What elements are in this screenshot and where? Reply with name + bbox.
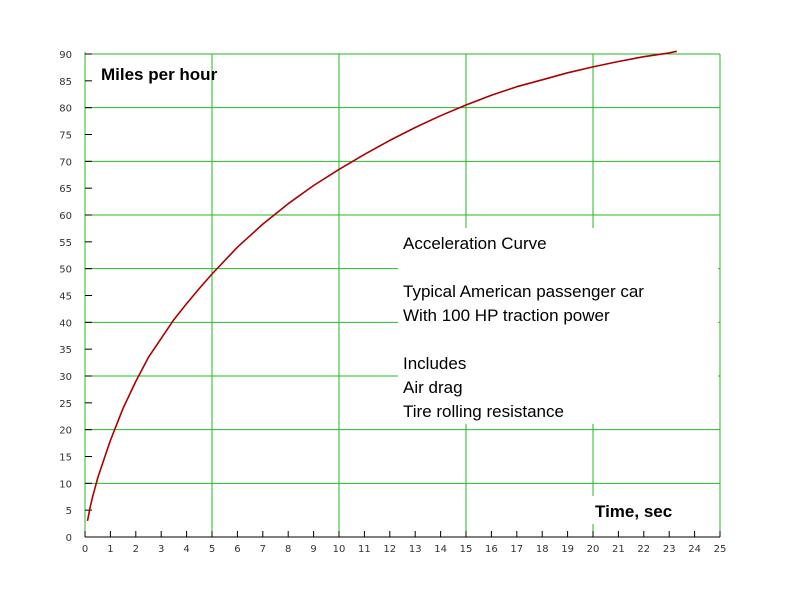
y-tick-label: 60: [59, 211, 72, 222]
y-tick-label: 15: [59, 453, 72, 464]
y-tick-label: 40: [59, 318, 72, 329]
x-tick-label: 8: [285, 544, 291, 555]
x-tick-label: 5: [209, 544, 215, 555]
y-tick-label: 55: [59, 238, 72, 249]
x-tick-label: 25: [714, 544, 727, 555]
annotation-line: With 100 HP traction power: [403, 306, 610, 325]
annotation-line: Acceleration Curve: [403, 234, 547, 253]
x-tick-label: 12: [383, 544, 396, 555]
x-tick-label: 19: [561, 544, 574, 555]
acceleration-curve: [86, 50, 677, 522]
x-tick-label: 0: [82, 544, 88, 555]
annotation-line: Tire rolling resistance: [403, 402, 564, 421]
x-tick-label: 11: [358, 544, 371, 555]
y-tick-label: 65: [59, 184, 72, 195]
x-tick-label: 20: [587, 544, 600, 555]
y-tick-label: 85: [59, 77, 72, 88]
y-tick-label: 30: [59, 372, 72, 383]
x-tick-label: 4: [183, 544, 189, 555]
x-axis-label: Time, sec: [595, 502, 672, 521]
x-tick-label: 24: [688, 544, 701, 555]
x-tick-label: 3: [158, 544, 164, 555]
x-tick-label: 22: [637, 544, 650, 555]
annotation-line: Includes: [403, 354, 466, 373]
x-tick-label: 15: [460, 544, 473, 555]
x-tick-label: 21: [612, 544, 625, 555]
x-tick-label: 18: [536, 544, 549, 555]
x-tick-label: 13: [409, 544, 422, 555]
y-tick-label: 80: [59, 104, 72, 115]
y-tick-label: 0: [66, 533, 72, 544]
annotation-line: Air drag: [403, 378, 463, 397]
annotation-line: Typical American passenger car: [403, 282, 644, 301]
x-label-background: [590, 496, 694, 524]
x-tick-label: 14: [434, 544, 447, 555]
y-tick-label: 35: [59, 345, 72, 356]
y-tick-label: 20: [59, 426, 72, 437]
x-tick-label: 10: [333, 544, 346, 555]
y-tick-label: 90: [59, 50, 72, 61]
annotation-box: [398, 228, 718, 424]
x-tick-label: 2: [133, 544, 139, 555]
y-tick-label: 70: [59, 157, 72, 168]
x-tick-label: 17: [510, 544, 523, 555]
x-tick-label: 7: [260, 544, 266, 555]
x-tick-label: 1: [107, 544, 113, 555]
x-tick-label: 9: [310, 544, 316, 555]
y-tick-label: 45: [59, 292, 72, 303]
x-tick-label: 16: [485, 544, 498, 555]
y-tick-label: 75: [59, 131, 72, 142]
y-tick-label: 10: [59, 479, 72, 490]
series-lines: [86, 50, 677, 522]
y-axis-label: Miles per hour: [101, 65, 218, 84]
x-tick-label: 23: [663, 544, 676, 555]
x-tick-label: 6: [234, 544, 240, 555]
y-tick-label: 25: [59, 399, 72, 410]
y-tick-label: 50: [59, 265, 72, 276]
y-tick-label: 5: [66, 506, 72, 517]
